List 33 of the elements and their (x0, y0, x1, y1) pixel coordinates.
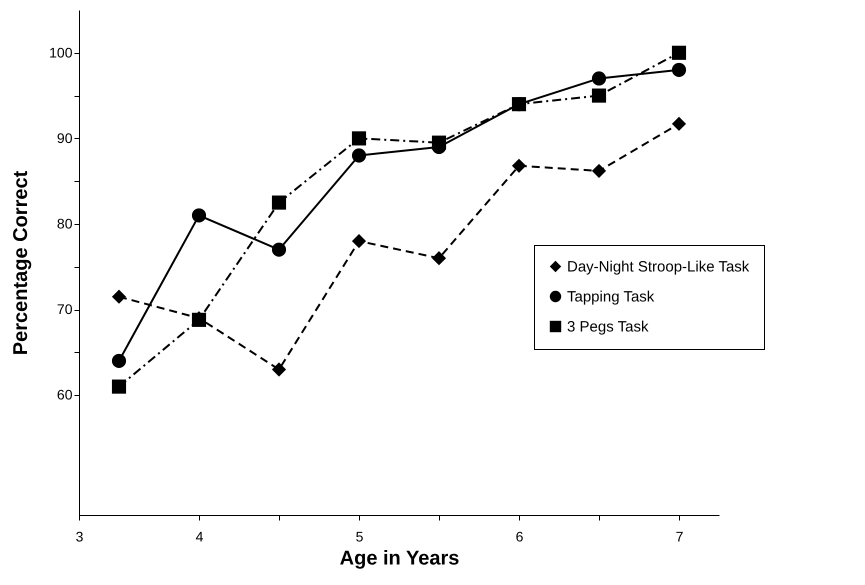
point (672, 46, 686, 60)
x-tick-label: 4 (196, 528, 204, 544)
x-tick-label: 5 (356, 528, 364, 544)
point (112, 354, 126, 368)
point (272, 362, 286, 377)
y-tick-label: 100 (49, 44, 73, 60)
point (352, 148, 366, 163)
y-tick-label: 90 (56, 130, 73, 146)
point (192, 208, 206, 222)
legend-label: Tapping Task (567, 288, 655, 306)
point (672, 116, 686, 131)
x-tick-label: 7 (676, 528, 684, 544)
point (272, 196, 286, 210)
point (672, 62, 686, 77)
point (352, 234, 366, 248)
point (592, 164, 606, 178)
point (112, 290, 126, 304)
point (352, 131, 366, 146)
point (592, 88, 606, 103)
y-tick-label: 70 (56, 301, 73, 318)
point (432, 251, 446, 266)
y-tick-label: 60 (56, 386, 73, 403)
y-axis-title: Percentage Correct (10, 170, 32, 356)
point (512, 158, 526, 173)
y-tick-label: 80 (56, 215, 73, 232)
x-tick-label: 3 (76, 528, 84, 544)
point (592, 71, 606, 86)
point (272, 242, 286, 257)
point (112, 380, 126, 394)
x-tick-label: 6 (516, 528, 524, 544)
x-axis-title: Age in Years (340, 548, 460, 570)
legend-label: 3 Pegs Task (567, 318, 649, 336)
legend-label: Day-Night Stroop-Like Task (567, 258, 750, 276)
